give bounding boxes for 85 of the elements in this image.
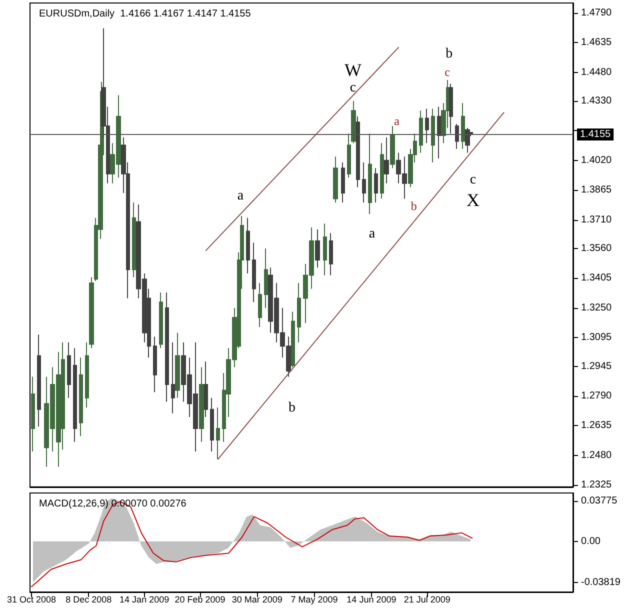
candlestick xyxy=(419,110,423,154)
y-tick-label: -0.03819 xyxy=(581,577,621,588)
candlestick xyxy=(333,156,338,204)
candlestick xyxy=(425,108,429,144)
candlestick xyxy=(246,217,250,274)
candlestick xyxy=(297,282,301,343)
text: EURUSDm,Daily 1.4166 1.4167 1.4147 1.4155 xyxy=(39,8,252,20)
x-tick-label: 14 Jan 2009 xyxy=(120,594,170,604)
candlestick xyxy=(341,162,345,204)
candlestick xyxy=(323,223,327,276)
y-tick-label: 0.00 xyxy=(581,536,601,547)
y-tick-label: 1.2480 xyxy=(581,450,612,461)
candlestick xyxy=(368,133,372,215)
x-tick-label: 30 Mar 2009 xyxy=(232,594,282,604)
y-tick-label: 1.4020 xyxy=(581,154,612,166)
candlestick xyxy=(175,332,180,398)
candlestick xyxy=(79,357,83,437)
annotation: a xyxy=(394,114,400,128)
y-tick-label: 1.2325 xyxy=(581,480,612,490)
candlestick xyxy=(153,336,157,393)
y-tick-label: 1.2790 xyxy=(581,390,612,402)
candlestick xyxy=(37,334,41,428)
candlestick xyxy=(210,397,214,452)
x-tick-label: 8 Dec 2008 xyxy=(66,594,112,604)
candlestick xyxy=(258,282,262,328)
candlestick xyxy=(67,342,71,398)
candlestick xyxy=(132,202,136,278)
y-tick-label: 1.3710 xyxy=(581,214,612,226)
x-tick-label: 21 Jul 2009 xyxy=(404,594,450,604)
y-tick-label: 1.4635 xyxy=(581,37,612,48)
y-tick-label: 0.03775 xyxy=(581,495,618,506)
candlestick xyxy=(351,100,356,144)
candlestick xyxy=(390,125,395,169)
candlestick xyxy=(291,311,295,368)
x-tick-label: 31 Oct 2008 xyxy=(6,594,56,604)
annotation: a xyxy=(368,226,376,242)
candlestick xyxy=(216,406,220,460)
candlestick xyxy=(85,342,89,408)
y-tick-label: 1.3250 xyxy=(581,302,612,314)
candlestick xyxy=(437,106,441,159)
annotation: c xyxy=(470,172,476,188)
candlestick xyxy=(204,360,208,418)
annotation: b xyxy=(288,400,296,416)
candlestick xyxy=(455,124,459,150)
annotation: b xyxy=(446,46,453,62)
candlestick xyxy=(252,242,256,303)
candlestick xyxy=(465,127,470,154)
candlestick xyxy=(159,292,163,349)
candlestick xyxy=(329,232,333,276)
y-tick-label: 1.2945 xyxy=(581,360,612,372)
x-tick-label: 14 Jun 2009 xyxy=(346,594,396,604)
candlestick xyxy=(431,108,435,163)
y-tick-label: 1.3405 xyxy=(581,272,612,284)
y-tick-label: 1.4790 xyxy=(581,7,612,18)
candlestick xyxy=(315,228,320,268)
candlestick xyxy=(165,292,169,402)
candlestick xyxy=(73,348,77,442)
annotation: X xyxy=(466,190,480,210)
y-tick-label: 1.4480 xyxy=(581,66,612,78)
candlestick xyxy=(347,133,351,178)
y-tick-label: 1.3560 xyxy=(581,243,612,254)
candlestick xyxy=(89,276,94,349)
x-tick-label: 7 May 2009 xyxy=(290,594,338,604)
candlestick xyxy=(199,366,204,442)
candlestick xyxy=(449,83,453,134)
candlestick xyxy=(461,102,465,150)
candlestick xyxy=(171,342,175,414)
candlestick xyxy=(264,248,268,308)
y-tick-label: 1.2635 xyxy=(581,420,612,432)
y-tick-label: 1.3095 xyxy=(581,332,612,344)
y-tick-label: 1.4330 xyxy=(581,96,612,107)
candlestick xyxy=(31,376,35,452)
annotation: b xyxy=(410,199,417,213)
annotation: c xyxy=(444,65,450,79)
candlestick xyxy=(374,168,378,204)
candlestick xyxy=(384,136,389,184)
annotation: c xyxy=(350,80,356,96)
annotation: W xyxy=(344,60,362,80)
y-tick-label: 1.3865 xyxy=(581,184,612,196)
annotation: a xyxy=(237,188,244,204)
x-tick-label: 20 Feb 2009 xyxy=(174,594,226,604)
candlestick xyxy=(356,116,360,188)
candlestick xyxy=(362,162,366,204)
ref-line-label: 1.4155 xyxy=(580,129,612,140)
candlestick xyxy=(380,142,384,200)
